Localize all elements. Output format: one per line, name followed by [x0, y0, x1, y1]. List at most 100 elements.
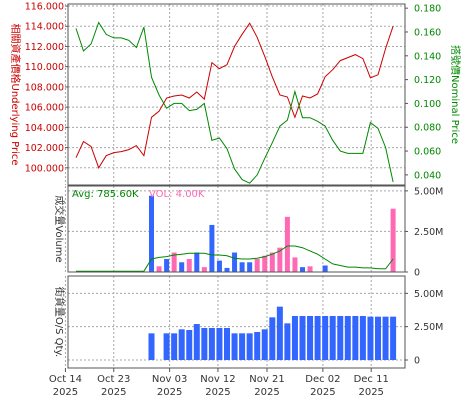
price-right-tick-label: 0.040 [414, 170, 441, 181]
os-qty-bar [269, 317, 276, 360]
os-tick-label: 0 [414, 356, 420, 367]
price-left-tick-label: 108.000 [25, 82, 64, 93]
x-tick-label-line: 2025 [358, 387, 383, 398]
os-qty-bar [291, 316, 298, 360]
price-right-tick-label: 0.120 [414, 75, 441, 86]
x-tick-label-line: 2025 [310, 387, 335, 398]
price-left-tick-label: 110.000 [25, 62, 64, 73]
os-qty-bar [254, 332, 261, 360]
price-left-tick-label: 102.000 [25, 143, 64, 154]
volume-current-label: VOL: 4.00K [149, 189, 205, 200]
os-qty-bar [246, 333, 253, 360]
volume-avg-line [76, 245, 394, 272]
os-qty-bar [344, 316, 351, 360]
os-qty-bar [239, 333, 246, 360]
x-tick-label-line: 2025 [101, 387, 126, 398]
price-right-tick-label: 0.140 [414, 51, 441, 62]
price-right-tick-label: 0.060 [414, 147, 441, 158]
volume-bar [284, 216, 290, 272]
price-panel: 116.000 114.000 112.000 110.000 108.000 106.0… [9, 2, 462, 186]
os-qty-bar [224, 328, 230, 360]
os-qty-bar [276, 306, 283, 360]
os-axis-title: 街貨量O/S Qty. [53, 287, 66, 357]
os-qty-bar [352, 316, 359, 360]
x-tick-label-line: Nov 03 [152, 374, 187, 385]
volume-tick-label: 5.00M [414, 186, 443, 197]
volume-bar [194, 252, 200, 272]
price-left-tick-label: 104.000 [25, 123, 64, 134]
os-qty-bar [367, 316, 374, 360]
volume-bar [254, 259, 260, 272]
os-qty-bar [208, 328, 215, 360]
os-qty-bar [307, 316, 314, 360]
price-left-tick-label: 116.000 [25, 2, 64, 13]
x-tick-label-line: Nov 21 [249, 374, 284, 385]
x-tick-label-line: 2025 [53, 387, 78, 398]
os-qty-bar [390, 316, 397, 360]
volume-bar [307, 266, 313, 272]
volume-bar [164, 259, 170, 272]
x-tick-label-line: Nov 12 [200, 374, 235, 385]
x-tick-label: Oct 23 2025 [97, 374, 130, 398]
os-qty-bar [186, 330, 193, 360]
volume-bar [247, 262, 253, 272]
volume-bar [201, 267, 207, 272]
x-tick-label-line: 2025 [157, 387, 182, 398]
volume-axis-title: 成交量Volume [53, 195, 66, 262]
price-right-tick-label: 0.180 [414, 4, 441, 15]
volume-bar [262, 255, 268, 272]
price-right-tick-label: 0.080 [414, 123, 441, 134]
os-qty-bar [382, 316, 389, 360]
volume-bar [292, 257, 298, 272]
price-left-tick-label: 114.000 [25, 22, 64, 33]
price-right-tick-label: 0.100 [414, 99, 441, 110]
os-qty-bar [322, 316, 329, 360]
volume-tick-label: 2.50M [414, 227, 443, 238]
os-qty-bar [261, 329, 268, 360]
os-qty-bar [359, 316, 366, 360]
x-tick-label: Oct 14 2025 [49, 374, 82, 398]
volume-bar [216, 260, 222, 272]
x-tick-label: Dec 11 2025 [354, 374, 389, 398]
os-qty-bar [178, 329, 185, 360]
volume-bar [149, 195, 154, 272]
os-qty-bar [201, 328, 208, 360]
volume-bar [224, 267, 230, 272]
price-left-tick-label: 106.000 [25, 103, 64, 114]
x-tick-label-line: Dec 02 [305, 374, 340, 385]
os-tick-label: 5.00M [414, 289, 443, 300]
os-qty-panel: 5.00M 2.50M 0 街貨量O/S Qty. [53, 275, 443, 369]
os-qty-bar [216, 328, 223, 360]
os-qty-bar [337, 316, 344, 360]
os-qty-bar [375, 316, 381, 360]
os-qty-bar [329, 316, 336, 360]
series-line [75, 22, 394, 169]
volume-panel: 5.00M 2.50M 0 Avg: 785.60K VOL: 4.00K 成交量Volu… [53, 185, 443, 279]
os-tick-label: 2.50M [414, 322, 443, 333]
price-panel-frame [67, 3, 406, 186]
x-tick-label: Nov 21 2025 [249, 374, 284, 398]
series-line [75, 21, 394, 184]
volume-bar [179, 262, 185, 272]
volume-bar [390, 208, 396, 272]
price-right-axis-title: 搭號價Nominal Price [449, 45, 462, 144]
os-qty-bar [231, 333, 238, 360]
os-qty-bar [148, 333, 155, 360]
volume-bar [156, 266, 162, 272]
os-qty-bar [299, 316, 306, 360]
x-tick-label-line: Dec 11 [354, 374, 389, 385]
x-tick-label-line: Oct 14 [49, 374, 82, 385]
volume-avg-label: Avg: 785.60K [72, 189, 139, 200]
os-qty-bar [193, 324, 200, 360]
os-panel-frame [67, 275, 406, 369]
volume-panel-frame [67, 185, 406, 273]
os-qty-bar [171, 333, 178, 360]
volume-bar [322, 265, 328, 272]
volume-tick-label: 0 [414, 268, 420, 279]
price-left-tick-label: 112.000 [25, 42, 64, 53]
volume-bar [239, 262, 245, 272]
os-qty-bar [314, 316, 321, 360]
volume-bar [232, 252, 238, 272]
volume-bar [269, 252, 275, 272]
x-tick-label: Dec 02 2025 [305, 374, 340, 398]
